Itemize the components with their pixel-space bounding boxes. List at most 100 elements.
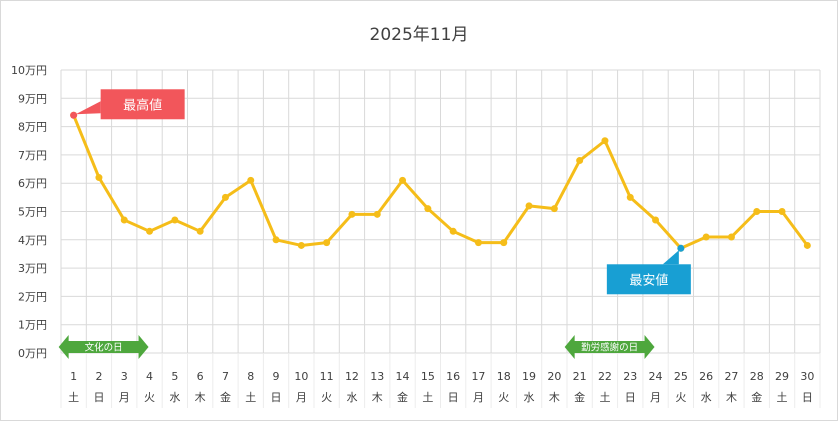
data-point [272, 236, 280, 244]
y-tick-label: 9万円 [18, 92, 47, 105]
highlight-point [70, 111, 78, 119]
x-weekday-label: 水 [346, 391, 357, 404]
x-weekday-label: 土 [599, 391, 610, 404]
x-weekday-label: 木 [195, 391, 206, 404]
x-tick-label: 10 [294, 370, 308, 383]
data-point [652, 216, 660, 224]
y-tick-label: 3万円 [18, 262, 47, 275]
x-weekday-label: 土 [245, 391, 256, 404]
x-weekday-label: 月 [119, 391, 130, 404]
y-tick-label: 10万円 [11, 64, 47, 77]
y-tick-label: 0万円 [18, 347, 47, 360]
x-weekday-label: 水 [169, 391, 180, 404]
callout-label: 最安値 [629, 272, 668, 288]
x-tick-label: 14 [396, 370, 410, 383]
x-tick-label: 29 [775, 370, 789, 383]
holiday-label: 勤労感謝の日 [581, 342, 638, 354]
data-point [196, 227, 204, 235]
x-weekday-label: 木 [372, 391, 383, 404]
data-point [601, 137, 609, 145]
x-tick-label: 4 [146, 370, 153, 383]
holiday-label: 文化の日 [85, 342, 123, 354]
x-tick-label: 30 [800, 370, 814, 383]
series-line [72, 114, 809, 250]
y-axis-ticks: 0万円 1万円 2万円 3万円 4万円 5万円 6万円 7万円 8万円 9万円 10万円 [11, 64, 47, 360]
y-tick-label: 6万円 [18, 177, 47, 190]
y-tick-label: 4万円 [18, 234, 47, 247]
x-axis-ticks: 1土2日3月4火5水6木7金8土9日10月11火12水13木14金15土16日1… [68, 370, 814, 404]
x-weekday-label: 日 [271, 391, 282, 404]
data-point [247, 176, 255, 184]
data-point [120, 216, 128, 224]
y-tick-label: 7万円 [18, 149, 47, 162]
x-tick-label: 16 [446, 370, 460, 383]
callout-box [100, 89, 185, 120]
x-tick-label: 5 [171, 370, 178, 383]
chart-title: 2025年11月 [369, 25, 469, 45]
x-weekday-label: 土 [68, 391, 79, 404]
x-weekday-label: 水 [524, 391, 535, 404]
x-tick-label: 7 [222, 370, 229, 383]
x-weekday-label: 月 [473, 391, 484, 404]
x-tick-label: 11 [320, 370, 334, 383]
x-weekday-label: 土 [777, 391, 788, 404]
x-tick-label: 26 [699, 370, 713, 383]
data-point [550, 205, 558, 213]
grid [60, 69, 821, 408]
x-weekday-label: 日 [448, 391, 459, 404]
x-tick-label: 1 [70, 370, 77, 383]
x-weekday-label: 月 [650, 391, 661, 404]
x-tick-label: 25 [674, 370, 688, 383]
data-point [778, 208, 786, 215]
x-tick-label: 15 [421, 370, 435, 383]
x-tick-label: 12 [345, 370, 359, 383]
x-weekday-label: 土 [422, 391, 433, 404]
x-tick-label: 20 [547, 370, 561, 383]
callout-label: 最高値 [123, 97, 162, 113]
x-weekday-label: 月 [296, 391, 307, 404]
data-point [626, 193, 634, 201]
x-tick-label: 27 [724, 370, 738, 383]
x-weekday-label: 木 [726, 391, 737, 404]
data-point [323, 239, 331, 247]
callout-pointer [75, 101, 101, 115]
data-point [474, 239, 482, 247]
x-weekday-label: 木 [549, 391, 560, 404]
x-weekday-label: 金 [574, 390, 585, 404]
x-tick-label: 18 [497, 370, 511, 383]
highlight-point [677, 244, 685, 252]
x-weekday-label: 火 [321, 391, 332, 404]
x-tick-label: 22 [598, 370, 612, 383]
data-point [221, 193, 229, 201]
x-weekday-label: 金 [751, 390, 762, 404]
data-point [753, 208, 761, 215]
data-point [525, 202, 533, 210]
data-point [95, 174, 103, 182]
data-point [171, 216, 179, 224]
x-tick-label: 17 [471, 370, 485, 383]
x-weekday-label: 日 [93, 391, 104, 404]
data-point [449, 227, 457, 235]
x-weekday-label: 金 [220, 390, 231, 404]
callout-pointer [662, 250, 679, 265]
x-weekday-label: 火 [498, 391, 509, 404]
x-tick-label: 28 [750, 370, 764, 383]
x-tick-label: 9 [273, 370, 280, 383]
x-weekday-label: 金 [397, 390, 408, 404]
y-tick-label: 1万円 [18, 319, 47, 332]
data-point [500, 239, 508, 247]
x-tick-label: 3 [121, 370, 128, 383]
y-tick-label: 5万円 [18, 206, 47, 219]
x-weekday-label: 水 [701, 391, 712, 404]
holiday-arrows: 文化の日 勤労感謝の日 [58, 335, 655, 359]
data-point [373, 210, 381, 218]
x-weekday-label: 日 [802, 391, 813, 404]
data-point [146, 227, 154, 235]
data-point [576, 157, 584, 165]
data-point [399, 176, 407, 184]
data-point [803, 241, 811, 249]
x-tick-label: 21 [573, 370, 587, 383]
data-point [348, 210, 356, 218]
